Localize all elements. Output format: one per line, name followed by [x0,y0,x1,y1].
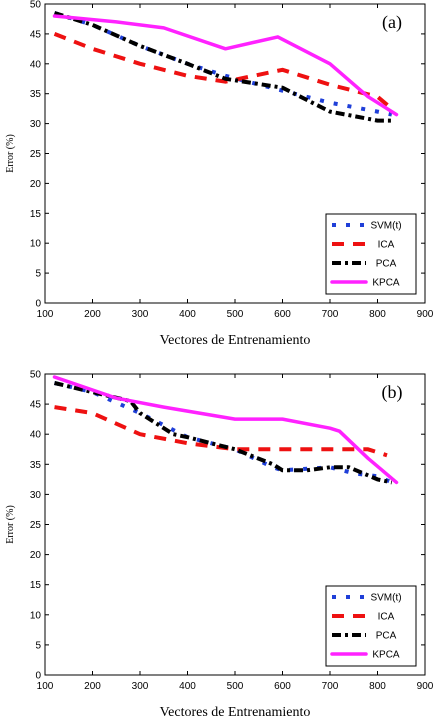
y-tick-label: 50 [30,0,42,11]
x-axis-label: Vectores de Entrenamiento [160,333,311,348]
y-tick-label: 5 [35,640,41,651]
chart-b: 100 200 300 400 500 600 700 800 900 0 5 10 15 20 25 30 3… [5,370,434,720]
legend-label: KPCA [372,650,400,661]
legend-label: PCA [376,259,397,270]
x-tick-label: 300 [132,681,149,692]
y-tick-label: 25 [30,149,42,160]
y-tick-label: 30 [30,490,42,501]
x-tick-label: 300 [132,309,149,320]
panel-label: (a) [382,12,402,33]
y-tick-label: 20 [30,550,42,561]
y-axis-label: Error (%) [5,134,16,173]
x-tick-label: 900 [417,681,434,692]
series-line-pca [54,381,393,485]
y-tick-label: 0 [35,671,41,682]
y-tick-label: 0 [35,299,41,310]
y-tick-label: 35 [30,89,42,100]
x-tick-label: 100 [37,309,54,320]
y-tick-label: 40 [30,430,42,441]
chart-a: 100 200 300 400 500 600 700 800 900 0 5 10 15 20 25 30 3… [5,0,434,348]
series-line-kpca [52,375,399,485]
legend: SVM(t) ICA PCA KPCA [325,213,417,295]
y-tick-label: 40 [30,59,42,70]
x-tick-label: 800 [369,681,386,692]
y-tick-label: 5 [35,269,41,280]
legend-label: KPCA [372,278,400,289]
series-line-svmt [53,11,393,117]
y-tick-label: 35 [30,460,42,471]
legend-label: PCA [376,631,397,642]
y-tick-label: 25 [30,520,42,531]
x-tick-label: 800 [369,309,386,320]
x-tick-label: 700 [322,309,339,320]
x-tick-label: 500 [227,309,244,320]
legend-label: SVM(t) [370,593,401,604]
x-tick-label: 900 [417,309,434,320]
y-tick-label: 10 [30,610,42,621]
y-tick-label: 10 [30,239,42,250]
y-tick-label: 30 [30,119,42,130]
x-tick-label: 500 [227,681,244,692]
x-tick-label: 400 [179,681,196,692]
y-tick-label: 50 [30,370,42,381]
y-axis-label: Error (%) [5,505,16,544]
x-axis-label: Vectores de Entrenamiento [160,705,311,720]
x-tick-label: 700 [322,681,339,692]
series-line-kpca [52,14,399,117]
legend-label: SVM(t) [370,221,401,232]
panel-label: (b) [382,382,403,403]
series-line-svmt [54,381,393,485]
y-tick-label: 15 [30,580,42,591]
y-tick-label: 45 [30,400,42,411]
y-tick-label: 20 [30,179,42,190]
x-tick-label: 400 [179,309,196,320]
x-tick-label: 200 [84,681,101,692]
x-tick-label: 200 [84,309,101,320]
y-tick-label: 45 [30,29,42,40]
y-tick-label: 15 [30,209,42,220]
series-line-pca [53,11,392,123]
legend-label: ICA [378,240,395,251]
legend-label: ICA [378,612,395,623]
x-tick-label: 100 [37,681,54,692]
legend: SVM(t) ICA PCA KPCA [325,585,417,667]
x-tick-label: 600 [274,681,291,692]
x-tick-label: 600 [274,309,291,320]
